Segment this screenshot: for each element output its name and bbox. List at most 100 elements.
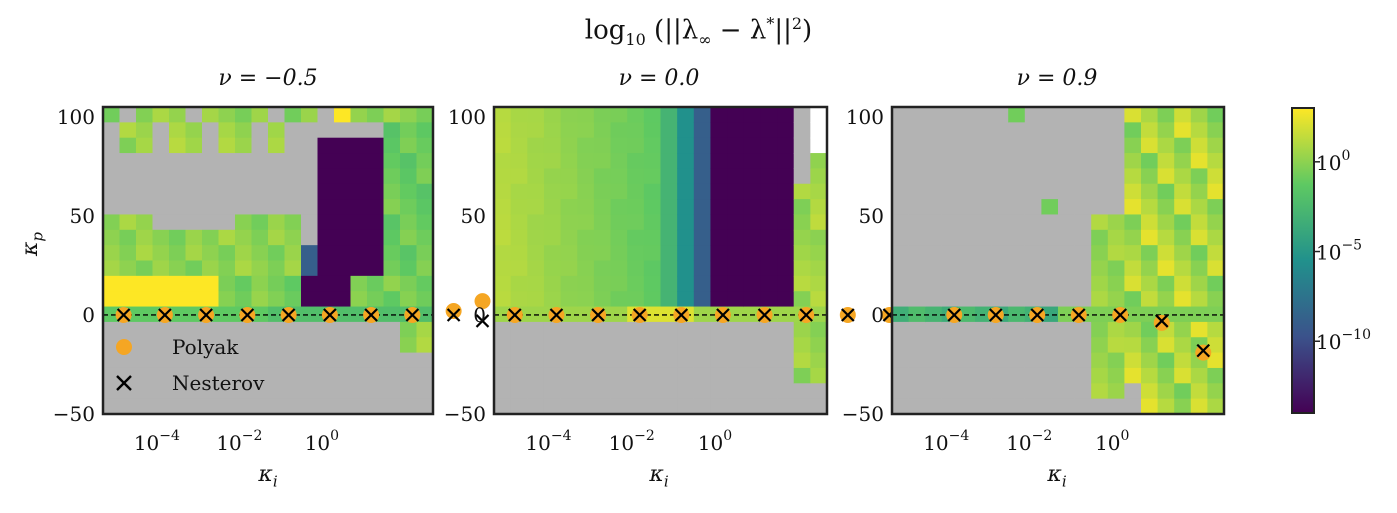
- heatmap-cell: [810, 260, 828, 277]
- heatmap-cell: [1141, 383, 1159, 400]
- heatmap-cell: [169, 321, 187, 338]
- heatmap-cell: [416, 199, 434, 216]
- heatmap-cell: [693, 199, 712, 216]
- heatmap-cell: [560, 122, 578, 139]
- heatmap-cell: [577, 107, 595, 123]
- heatmap-cell: [1107, 168, 1125, 185]
- heatmap-cell: [334, 153, 352, 169]
- heatmap-cell: [284, 107, 302, 123]
- heatmap-cell: [527, 291, 545, 308]
- heatmap-cell: [169, 367, 187, 384]
- heatmap-cell: [760, 367, 778, 384]
- heatmap-cell: [284, 291, 302, 308]
- heatmap-cell: [743, 229, 761, 246]
- heatmap-cell: [693, 229, 712, 246]
- heatmap-cell: [693, 275, 712, 292]
- heatmap-cell: [975, 137, 993, 154]
- heatmap-cell: [1107, 291, 1125, 308]
- heatmap-cell: [1024, 245, 1042, 262]
- heatmap-cell: [777, 260, 795, 277]
- heatmap-cell: [152, 168, 170, 185]
- heatmap-cell: [235, 352, 253, 369]
- heatmap-cell: [643, 306, 662, 323]
- heatmap-cell: [975, 245, 993, 262]
- heatmap-cell: [103, 398, 121, 415]
- heatmap-cell: [119, 168, 137, 185]
- heatmap-cell: [710, 321, 728, 338]
- heatmap-cell: [577, 183, 595, 200]
- heatmap-cell: [777, 321, 795, 338]
- heatmap-cell: [793, 153, 811, 169]
- heatmap-cell: [1124, 214, 1142, 231]
- heatmap-cell: [218, 367, 236, 384]
- heatmap-cell: [169, 245, 187, 262]
- heatmap-cell: [941, 398, 959, 415]
- heatmap-cell: [908, 291, 926, 308]
- heatmap-cell: [383, 260, 401, 277]
- heatmap-cell: [793, 398, 811, 415]
- heatmap-cell: [334, 168, 352, 185]
- heatmap-cell: [1157, 245, 1175, 262]
- heatmap-cell: [627, 153, 645, 169]
- heatmap-cell: [760, 337, 778, 354]
- heatmap-cell: [925, 352, 943, 369]
- heatmap-cell: [908, 122, 926, 139]
- heatmap-cell: [169, 291, 187, 308]
- heatmap-cell: [1024, 214, 1042, 231]
- heatmap-cell: [152, 337, 170, 354]
- heatmap-cell: [367, 321, 385, 338]
- heatmap-cell: [136, 245, 154, 262]
- heatmap-cell: [1024, 107, 1042, 123]
- heatmap-cell: [1008, 275, 1026, 292]
- heatmap-cell: [760, 153, 778, 169]
- heatmap-cell: [235, 107, 253, 123]
- heatmap-cell: [1141, 275, 1159, 292]
- figure-suptitle: log10 (||λ∞ − λ*||2): [584, 14, 813, 49]
- heatmap-cell: [383, 183, 401, 200]
- heatmap-cell: [152, 321, 170, 338]
- heatmap-cell: [527, 383, 545, 400]
- heatmap-cell: [1157, 137, 1175, 154]
- heatmap-cell: [1174, 153, 1192, 169]
- heatmap-cell: [560, 245, 578, 262]
- x-tick-label: 10−2: [1006, 428, 1052, 455]
- heatmap-cell: [727, 183, 745, 200]
- heatmap-cell: [743, 383, 761, 400]
- heatmap-cell: [593, 367, 612, 384]
- heatmap-cell: [925, 153, 943, 169]
- nesterov-point: [281, 308, 296, 322]
- heatmap-cell: [777, 275, 795, 292]
- heatmap-cell: [793, 168, 811, 185]
- heatmap-cell: [710, 168, 728, 185]
- heatmap-cell: [543, 214, 562, 231]
- heatmap-cell: [793, 245, 811, 262]
- heatmap-cell: [1091, 367, 1109, 384]
- panel-frame: [492, 105, 829, 416]
- heatmap-cell: [251, 352, 269, 369]
- heatmap-cell: [627, 122, 645, 139]
- heatmap-cell: [494, 137, 512, 154]
- heatmap-cell: [577, 398, 595, 415]
- heatmap-cell: [169, 153, 187, 169]
- heatmap-cell: [925, 398, 943, 415]
- heatmap-cell: [1074, 275, 1092, 292]
- heatmap-cell: [958, 245, 976, 262]
- heatmap-cell: [1074, 199, 1092, 216]
- heatmap-cell: [727, 229, 745, 246]
- heatmap-cell: [1024, 122, 1042, 139]
- heatmap-cell: [560, 199, 578, 216]
- heatmap-cell: [975, 183, 993, 200]
- heatmap-cell: [958, 260, 976, 277]
- heatmap-cell: [494, 153, 512, 169]
- heatmap-cell: [218, 383, 236, 400]
- x-tick-label: 10−2: [216, 428, 262, 455]
- heatmap-cell: [527, 107, 545, 123]
- heatmap-cell: [777, 229, 795, 246]
- heatmap-cell: [367, 199, 385, 216]
- heatmap-cell: [1107, 137, 1125, 154]
- heatmap-cell: [560, 229, 578, 246]
- heatmap-cell: [317, 398, 335, 415]
- heatmap-cell: [643, 398, 662, 415]
- heatmap-cell: [1008, 337, 1026, 354]
- heatmap-cell: [577, 291, 595, 308]
